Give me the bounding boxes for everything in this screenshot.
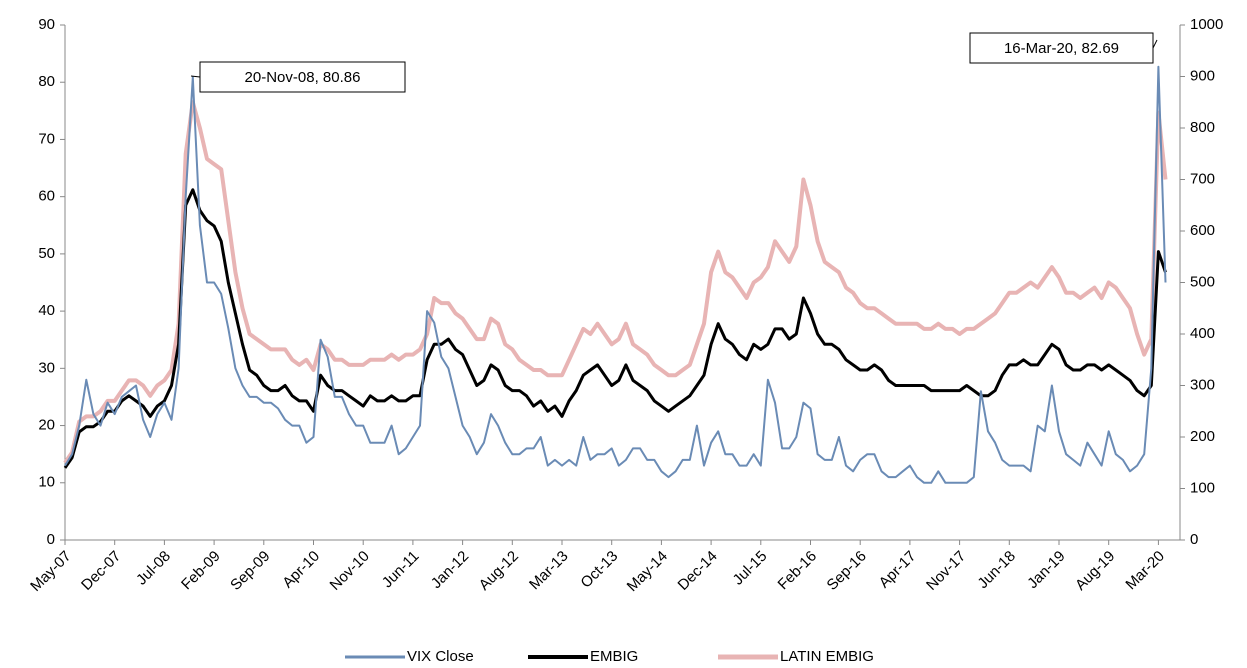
x-tick-label: Jan-12 [428,548,472,592]
annotation: 16-Mar-20, 82.69 [1004,40,1119,57]
x-tick-label: Feb-09 [178,548,224,594]
x-tick-label: Aug-12 [476,548,522,594]
x-tick-label: May-07 [27,548,74,595]
x-tick-label: May-14 [624,548,671,595]
y2-tick-label: 0 [1190,531,1198,548]
y2-tick-label: 100 [1190,479,1215,496]
x-tick-label: Mar-20 [1122,548,1168,594]
annotation: 20-Nov-08, 80.86 [245,69,361,86]
legend-label: EMBIG [590,648,638,665]
x-tick-label: Nov-17 [923,548,969,594]
annotation-leader [190,75,201,78]
y2-tick-label: 800 [1190,119,1215,136]
x-tick-label: Jun-18 [974,548,1018,592]
x-tick-label: Nov-10 [327,548,373,594]
x-tick-label: Jul-08 [133,548,174,589]
y-tick-label: 10 [38,474,55,491]
y2-tick-label: 200 [1190,428,1215,445]
y-tick-label: 60 [38,188,55,205]
y2-tick-label: 700 [1190,170,1215,187]
x-tick-label: Jan-19 [1024,548,1068,592]
y-tick-label: 20 [38,417,55,434]
y-tick-label: 70 [38,130,55,147]
y2-tick-label: 400 [1190,325,1215,342]
x-tick-label: Mar-13 [526,548,572,594]
y-tick-label: 40 [38,302,55,319]
series-line [63,100,1168,464]
y-tick-label: 50 [38,245,55,262]
legend-label: LATIN EMBIG [780,648,874,665]
y-tick-label: 90 [38,16,55,33]
legend-label: VIX Close [407,648,474,665]
x-tick-label: Oct-13 [577,548,621,592]
x-tick-label: Sep-16 [824,548,870,594]
y2-tick-label: 500 [1190,273,1215,290]
x-tick-label: Dec-14 [675,548,721,594]
x-tick-label: Apr-10 [279,548,323,592]
annotation-box [969,32,1154,64]
y2-tick-label: 900 [1190,67,1215,84]
x-tick-label: Apr-17 [876,548,920,592]
annotation-box [199,61,406,93]
y2-tick-label: 1000 [1190,16,1223,33]
x-tick-label: Feb-16 [775,548,821,594]
y-tick-label: 0 [47,531,55,548]
series-line [64,65,1167,484]
y2-tick-label: 300 [1190,376,1215,393]
y-tick-label: 80 [38,73,55,90]
x-tick-label: Sep-09 [227,548,273,594]
x-tick-label: Jul-15 [730,548,771,589]
x-tick-label: Jun-11 [379,548,423,592]
x-tick-label: Aug-19 [1072,548,1118,594]
annotation-leader [1152,39,1158,49]
y2-tick-label: 600 [1190,222,1215,239]
x-tick-label: Dec-07 [78,548,124,594]
y-tick-label: 30 [38,359,55,376]
